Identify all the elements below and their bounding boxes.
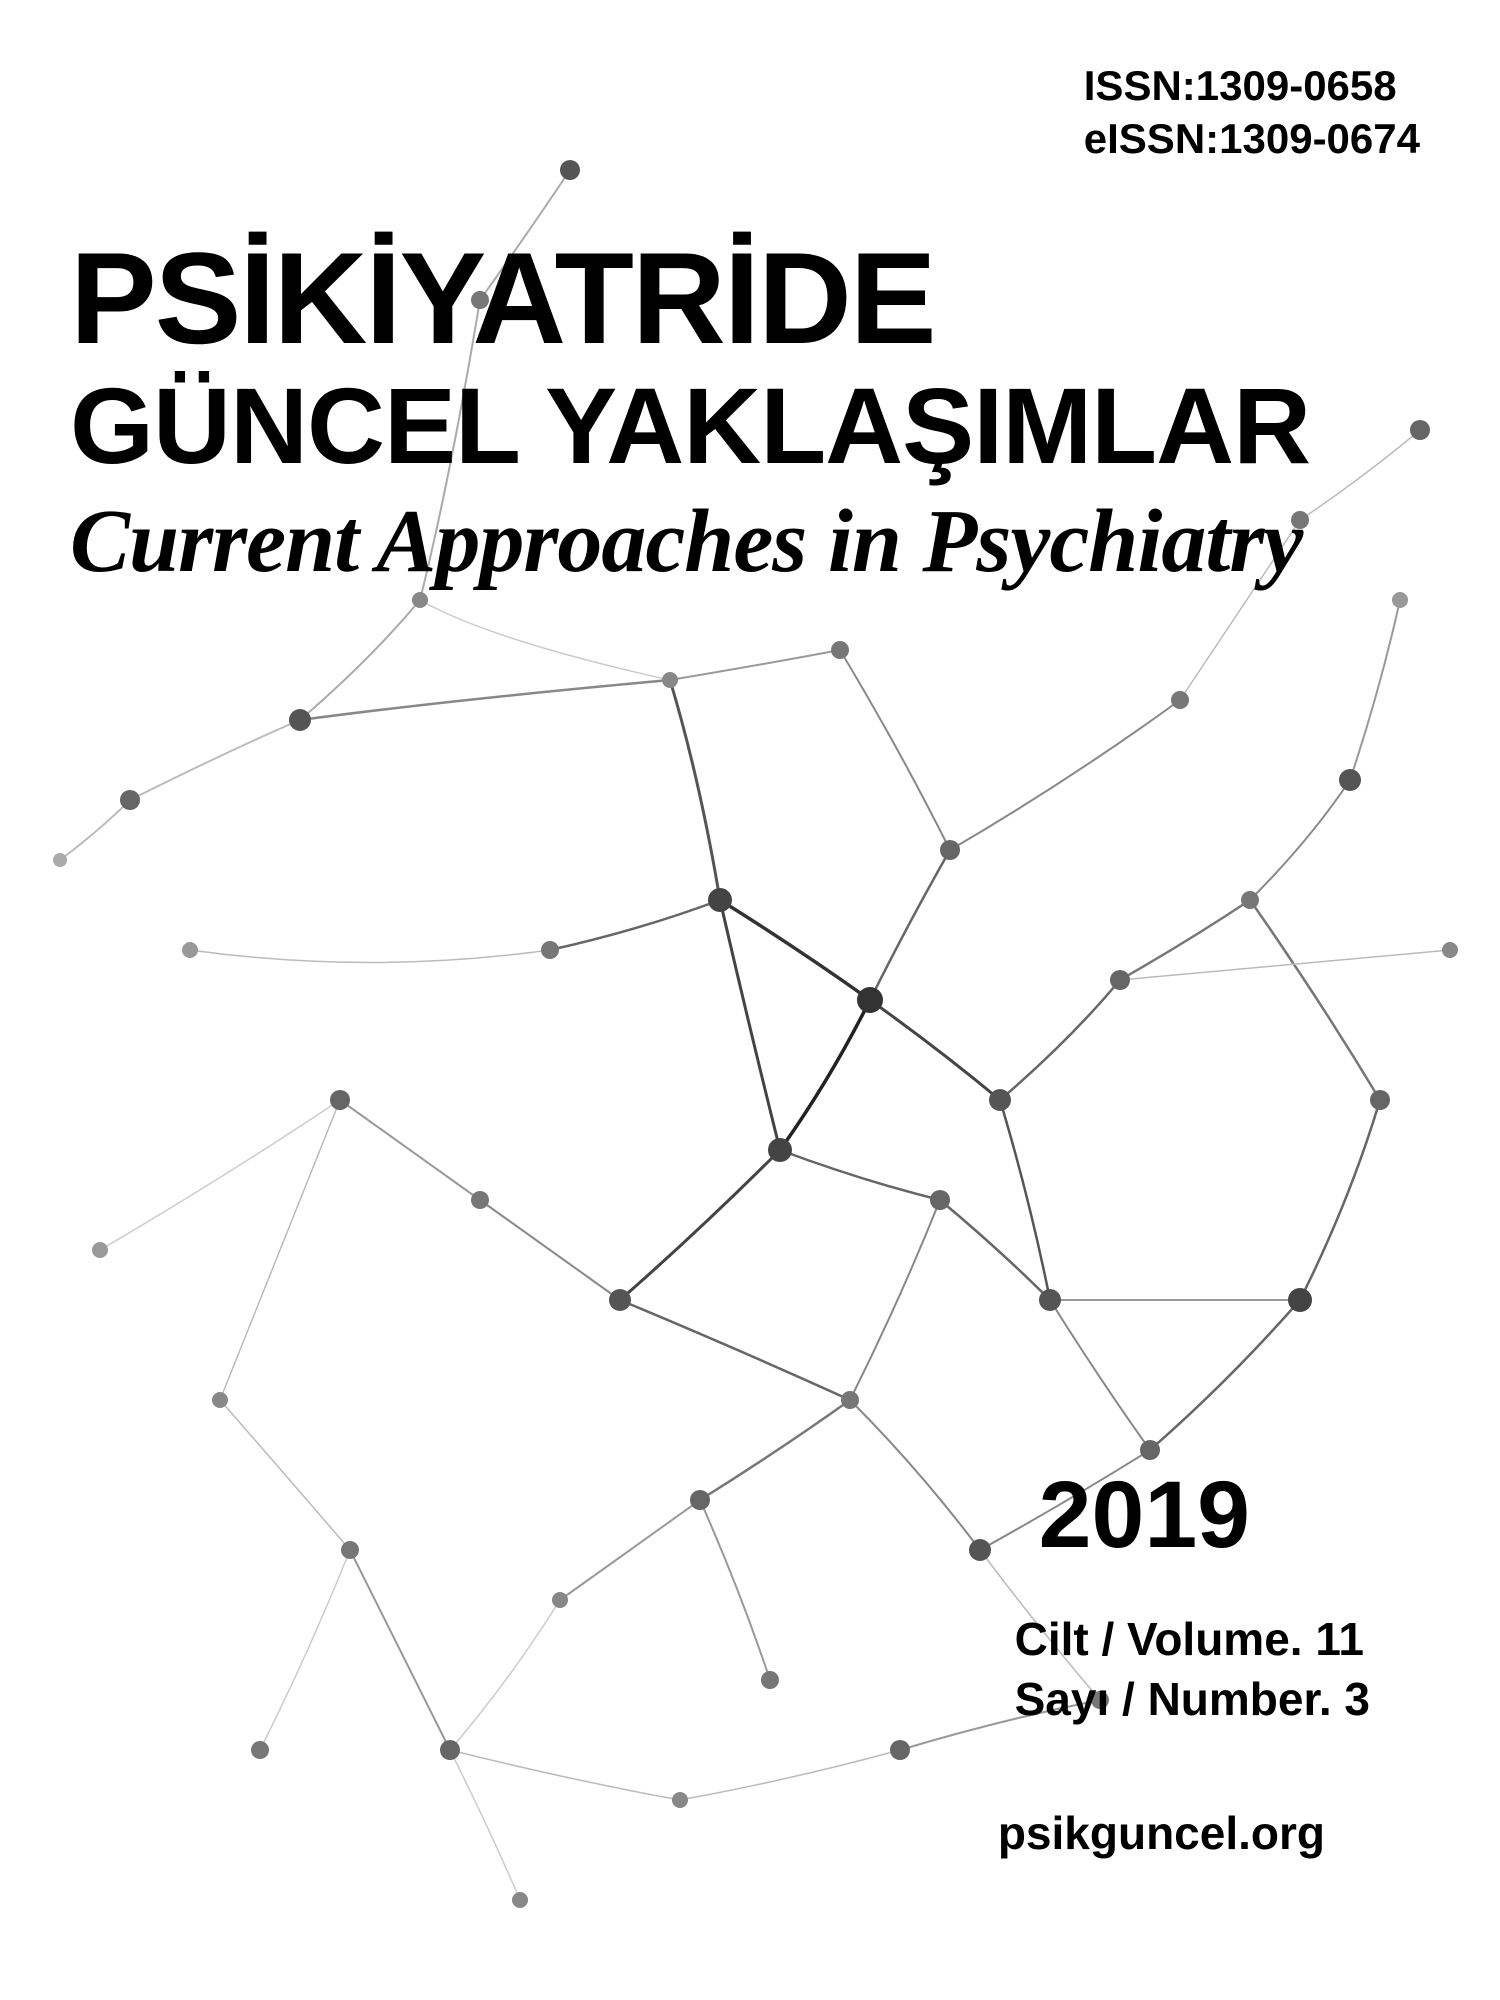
issn-block: ISSN:1309-0658 eISSN:1309-0674 <box>1084 60 1420 165</box>
publication-year: 2019 <box>1039 1461 1250 1570</box>
journal-title-line1: PSİKİYATRİDE <box>70 230 1310 367</box>
website-url: psikguncel.org <box>998 1806 1325 1860</box>
number-line: Sayı / Number. 3 <box>1015 1670 1370 1730</box>
volume-block: Cilt / Volume. 11 Sayı / Number. 3 <box>1015 1610 1370 1730</box>
issn-electronic: eISSN:1309-0674 <box>1084 113 1420 166</box>
volume-line: Cilt / Volume. 11 <box>1015 1610 1370 1670</box>
year-block: 2019 <box>1039 1461 1250 1570</box>
journal-subtitle: Current Approaches in Psychiatry <box>70 490 1310 593</box>
title-block: PSİKİYATRİDE GÜNCEL YAKLAŞIMLAR Current … <box>70 230 1310 593</box>
journal-title-line2: GÜNCEL YAKLAŞIMLAR <box>70 367 1310 486</box>
url-block: psikguncel.org <box>998 1806 1325 1860</box>
issn-print: ISSN:1309-0658 <box>1084 60 1420 113</box>
